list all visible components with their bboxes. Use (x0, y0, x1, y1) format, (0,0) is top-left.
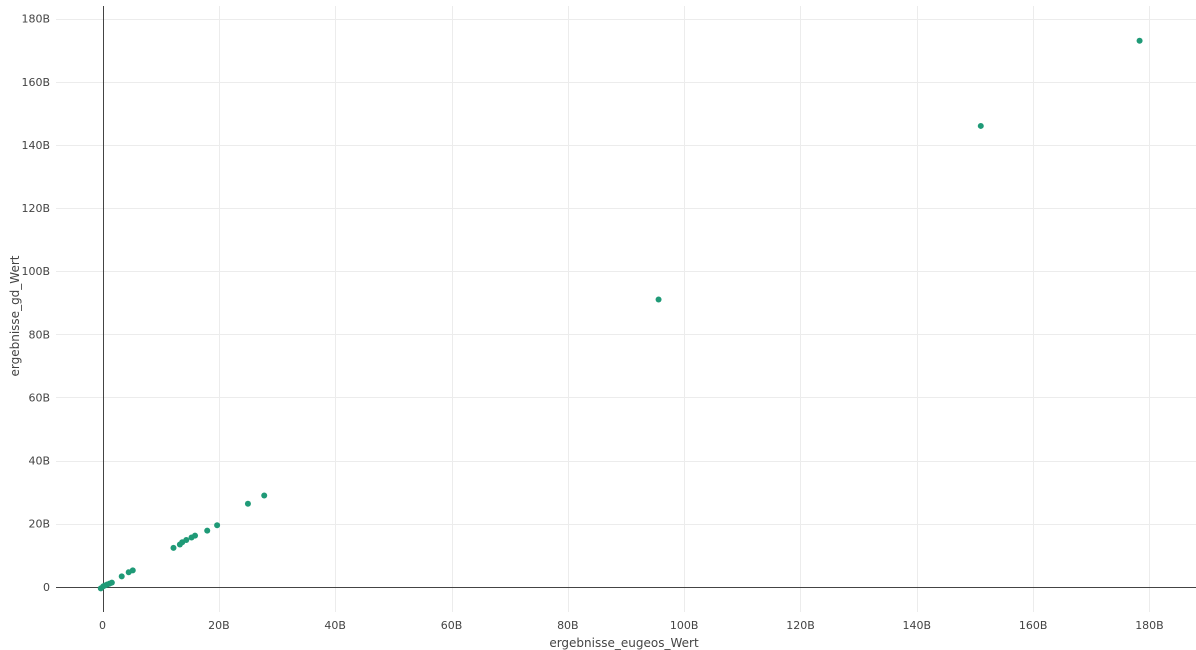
zero-lines (56, 6, 1196, 612)
y-axis-tick-labels: 0 20B 40B 60B 80B 100B 120B 140B 160B 180B (21, 13, 50, 594)
y-tick-label: 160B (21, 76, 50, 89)
data-point[interactable] (129, 567, 136, 574)
y-axis-title: ergebnisse_gd_Wert (8, 255, 22, 376)
data-point[interactable] (170, 544, 177, 551)
data-point[interactable] (118, 573, 125, 580)
y-tick-label: 100B (21, 265, 50, 278)
x-tick-label: 160B (1019, 619, 1048, 632)
x-tick-label: 20B (208, 619, 230, 632)
x-axis-title: ergebnisse_eugeos_Wert (549, 636, 699, 650)
data-point[interactable] (655, 296, 662, 303)
data-point[interactable] (261, 492, 268, 499)
data-point[interactable] (977, 122, 984, 129)
x-tick-label: 100B (670, 619, 699, 632)
y-tick-label: 80B (28, 328, 50, 341)
y-tick-label: 140B (21, 139, 50, 152)
x-axis-tick-labels: 0 20B 40B 60B 80B 100B 120B 140B 160B 180B (99, 619, 1164, 632)
y-tick-label: 120B (21, 202, 50, 215)
data-points (97, 37, 1143, 592)
data-point[interactable] (108, 579, 115, 586)
x-tick-label: 120B (786, 619, 815, 632)
x-tick-label: 140B (903, 619, 932, 632)
data-point[interactable] (244, 500, 251, 507)
x-tick-label: 80B (557, 619, 579, 632)
data-point[interactable] (214, 522, 221, 529)
data-point[interactable] (204, 527, 211, 534)
data-point[interactable] (192, 532, 199, 539)
x-tick-label: 60B (441, 619, 463, 632)
grid-lines (56, 6, 1196, 612)
x-tick-label: 40B (324, 619, 346, 632)
y-tick-label: 60B (28, 391, 50, 404)
y-tick-label: 20B (28, 518, 50, 531)
y-tick-label: 0 (43, 581, 50, 594)
data-point[interactable] (183, 537, 190, 544)
x-tick-label: 0 (99, 619, 106, 632)
data-point[interactable] (1136, 37, 1143, 44)
y-tick-label: 180B (21, 13, 50, 26)
x-tick-label: 180B (1135, 619, 1164, 632)
y-tick-label: 40B (28, 455, 50, 468)
